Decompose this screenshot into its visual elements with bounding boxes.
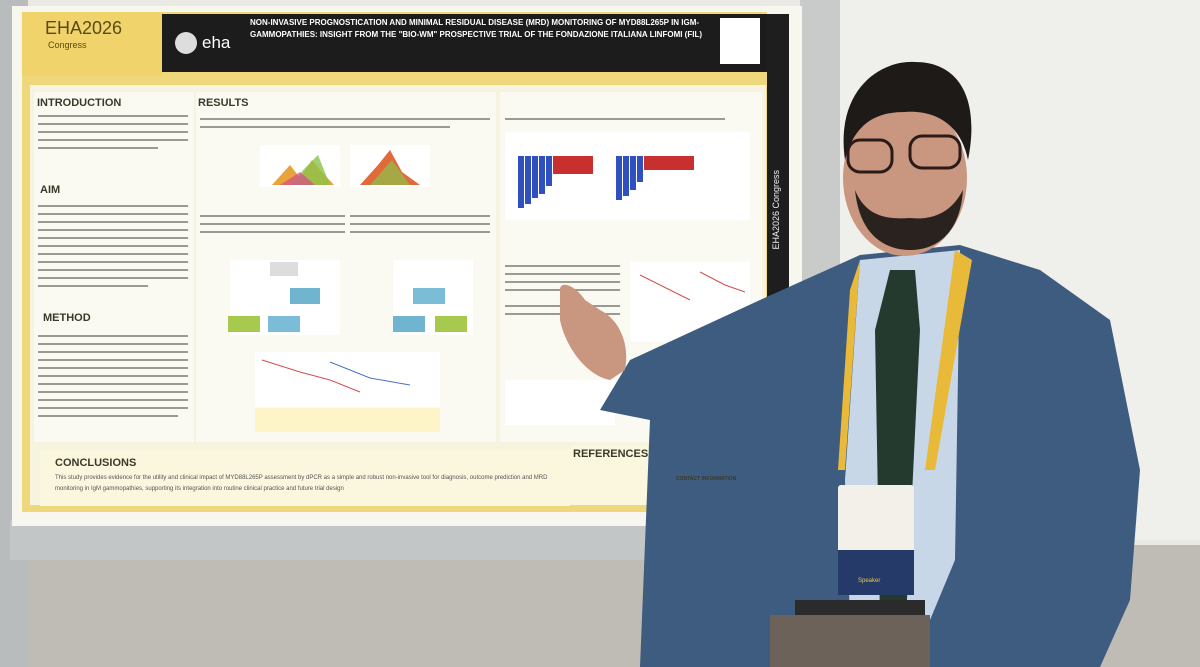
poster-title: NON-INVASIVE PROGNOSTICATION AND MINIMAL… (250, 18, 703, 39)
section-heading: INTRODUCTION (37, 97, 122, 109)
header-band (162, 14, 767, 72)
eha-logo (175, 32, 197, 54)
conclusion-box (40, 450, 570, 506)
section-heading: REFERENCES (573, 448, 649, 460)
body-text-lines (38, 115, 725, 417)
presenter (560, 61, 1140, 667)
section-heading: AIM (40, 184, 61, 196)
sponsor-logo (720, 18, 760, 64)
side-banner-text: EHA2026 Congress (771, 170, 781, 250)
logo-box (22, 12, 162, 76)
society-logo: eha (202, 33, 231, 52)
section-heading: CONCLUSIONS (55, 457, 137, 469)
logo-sub: Congress (48, 40, 87, 50)
logo-event: EHA2026 (45, 18, 123, 38)
section-heading: METHOD (43, 312, 91, 324)
poster-figures (228, 132, 750, 432)
badge-role: Speaker (858, 578, 881, 584)
section-heading: RESULTS (198, 97, 249, 109)
conclusion-text: This study provides evidence for the uti… (55, 475, 548, 492)
contact-heading: CONTACT INFORMATION (676, 476, 737, 482)
left-column (34, 92, 194, 442)
